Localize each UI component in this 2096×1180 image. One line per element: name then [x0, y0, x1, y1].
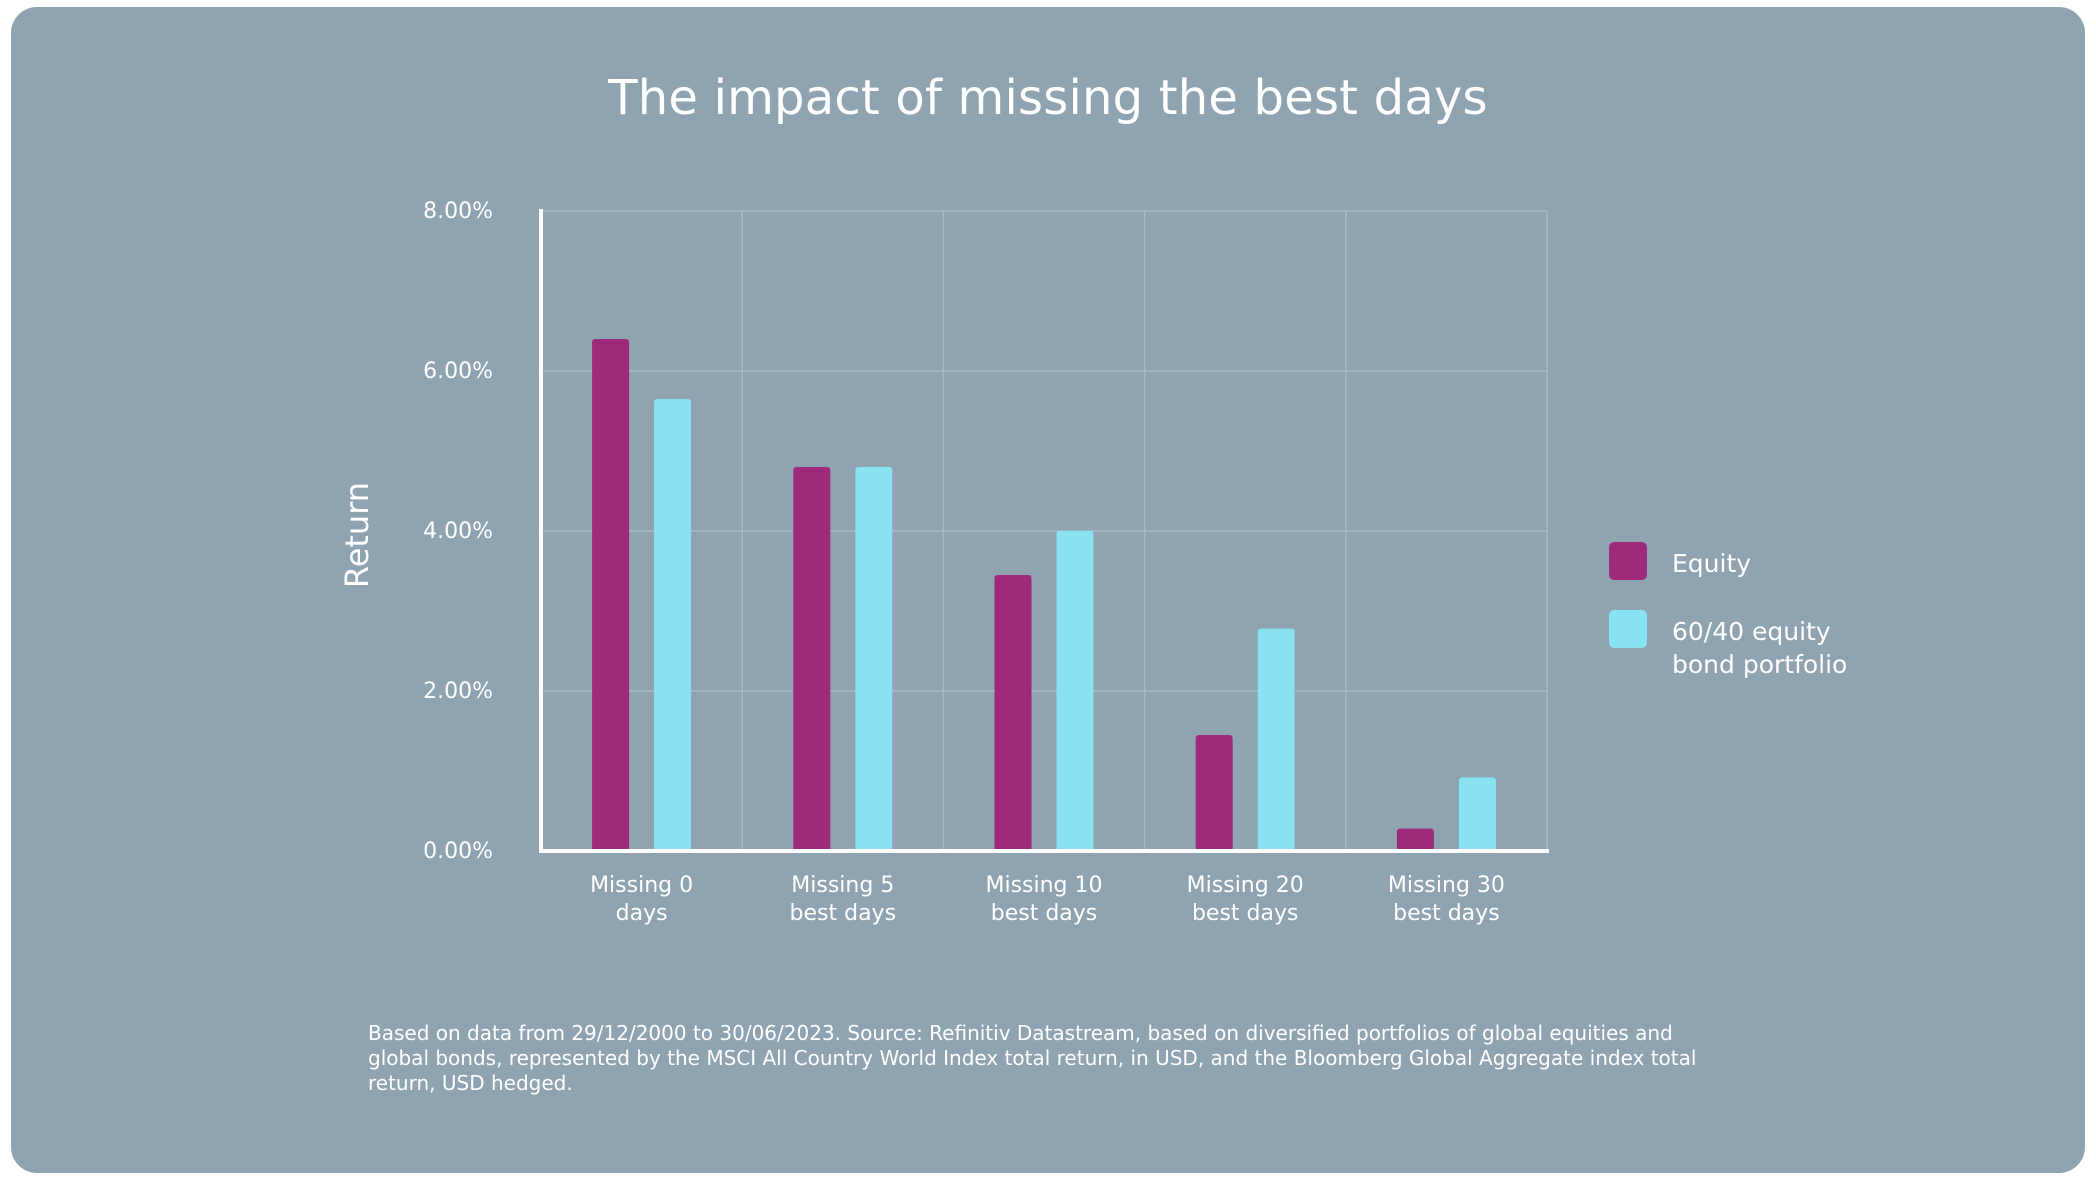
bar-equity — [793, 467, 831, 851]
y-tick-label: 4.00% — [423, 519, 493, 544]
chart-title: The impact of missing the best days — [608, 70, 1488, 126]
bar-portfolio — [1458, 777, 1496, 851]
y-tick-label: 0.00% — [423, 839, 493, 864]
x-tick-label: Missing 20 best days — [1187, 873, 1304, 926]
x-tick-label: Missing 30 best days — [1388, 873, 1505, 926]
x-tick-label: Missing 5 best days — [790, 873, 897, 926]
y-axis-label: Return — [338, 482, 376, 588]
legend-label: Equity — [1672, 549, 1751, 578]
y-tick-label: 8.00% — [423, 199, 493, 224]
bar-portfolio — [1257, 628, 1295, 851]
bar-portfolio — [855, 467, 893, 851]
bar-equity — [1396, 828, 1434, 851]
legend-swatch-portfolio — [1609, 610, 1647, 648]
bar-portfolio — [1056, 531, 1094, 851]
y-tick-label: 6.00% — [423, 359, 493, 384]
bar-equity — [592, 339, 630, 851]
x-tick-label: Missing 10 best days — [985, 873, 1102, 926]
y-tick-label: 2.00% — [423, 679, 493, 704]
legend-swatch-equity — [1609, 542, 1647, 580]
bar-portfolio — [654, 399, 692, 851]
bar-equity — [1195, 735, 1233, 851]
legend-label: 60/40 equity bond portfolio — [1672, 617, 1847, 679]
chart-card — [11, 7, 2085, 1173]
x-tick-label: Missing 0 days — [590, 873, 693, 926]
bar-equity — [994, 575, 1032, 851]
source-footnote: Based on data from 29/12/2000 to 30/06/2… — [368, 1021, 1697, 1095]
